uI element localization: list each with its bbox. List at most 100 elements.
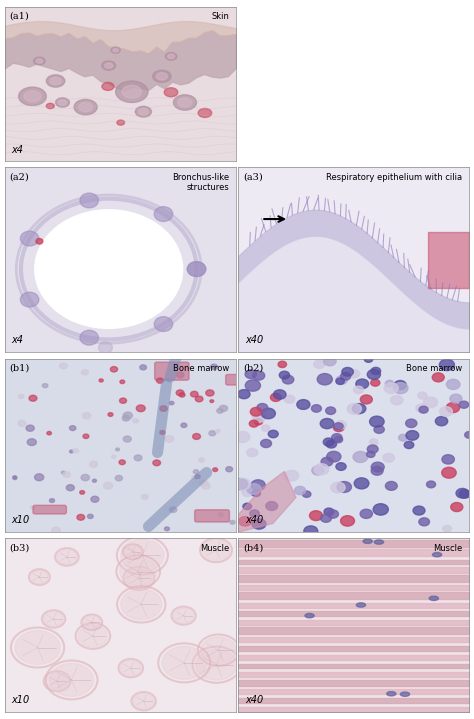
Circle shape <box>195 475 200 479</box>
Circle shape <box>324 508 334 516</box>
Circle shape <box>352 403 366 413</box>
Circle shape <box>46 75 65 87</box>
Text: (b3): (b3) <box>9 544 29 553</box>
Circle shape <box>266 502 278 510</box>
Circle shape <box>340 516 355 526</box>
Circle shape <box>156 73 167 80</box>
Circle shape <box>284 395 295 403</box>
Circle shape <box>134 455 142 461</box>
Circle shape <box>218 513 224 517</box>
Circle shape <box>18 421 26 426</box>
Circle shape <box>371 462 384 472</box>
Circle shape <box>165 436 174 442</box>
Circle shape <box>326 407 336 414</box>
Text: (a2): (a2) <box>9 173 29 182</box>
Circle shape <box>373 504 388 515</box>
Circle shape <box>133 418 138 423</box>
Circle shape <box>176 390 184 395</box>
Circle shape <box>250 510 259 517</box>
Circle shape <box>312 466 324 475</box>
Circle shape <box>235 478 250 490</box>
Circle shape <box>439 360 455 370</box>
FancyBboxPatch shape <box>33 505 66 514</box>
Text: Bone marrow: Bone marrow <box>406 364 462 373</box>
Text: x10: x10 <box>12 516 30 525</box>
Circle shape <box>140 365 146 370</box>
Circle shape <box>210 365 218 370</box>
Circle shape <box>419 518 429 526</box>
Circle shape <box>435 416 448 426</box>
FancyBboxPatch shape <box>195 510 229 522</box>
Circle shape <box>233 479 248 490</box>
Circle shape <box>192 434 201 439</box>
Circle shape <box>334 436 343 443</box>
Circle shape <box>15 631 60 664</box>
Circle shape <box>360 395 372 404</box>
Circle shape <box>320 514 331 522</box>
Circle shape <box>178 98 192 107</box>
Circle shape <box>251 480 265 490</box>
Circle shape <box>162 646 206 679</box>
Circle shape <box>120 660 141 676</box>
Circle shape <box>57 549 77 564</box>
Circle shape <box>250 408 262 416</box>
Circle shape <box>200 480 208 486</box>
Circle shape <box>371 380 380 386</box>
Circle shape <box>331 482 345 493</box>
Circle shape <box>82 413 91 419</box>
Circle shape <box>160 406 167 411</box>
Circle shape <box>195 396 203 402</box>
Text: (a1): (a1) <box>9 12 29 21</box>
Circle shape <box>217 408 223 413</box>
Circle shape <box>78 625 108 647</box>
Circle shape <box>196 649 237 680</box>
Circle shape <box>302 491 311 498</box>
Circle shape <box>70 450 73 453</box>
Circle shape <box>63 472 71 477</box>
Circle shape <box>391 395 403 405</box>
Circle shape <box>314 464 329 475</box>
Circle shape <box>187 262 206 277</box>
Circle shape <box>153 460 161 466</box>
Text: x10: x10 <box>12 695 30 705</box>
Circle shape <box>58 100 67 105</box>
Text: x4: x4 <box>12 145 24 155</box>
Circle shape <box>79 103 92 111</box>
Circle shape <box>164 527 170 531</box>
Circle shape <box>30 506 34 509</box>
FancyBboxPatch shape <box>155 362 189 380</box>
Circle shape <box>191 475 197 480</box>
Circle shape <box>416 404 427 413</box>
Circle shape <box>55 98 69 107</box>
Circle shape <box>206 390 214 396</box>
Circle shape <box>332 434 342 441</box>
Circle shape <box>60 363 67 369</box>
Circle shape <box>179 393 185 397</box>
Circle shape <box>66 485 74 491</box>
Circle shape <box>323 438 334 446</box>
Circle shape <box>447 380 460 390</box>
Circle shape <box>99 342 112 353</box>
Circle shape <box>201 482 210 489</box>
Ellipse shape <box>429 596 438 600</box>
Text: (b2): (b2) <box>243 364 263 373</box>
Circle shape <box>314 360 325 368</box>
Circle shape <box>404 441 414 449</box>
Circle shape <box>247 449 258 457</box>
Circle shape <box>44 612 64 626</box>
Circle shape <box>36 239 43 244</box>
Circle shape <box>80 490 84 494</box>
Circle shape <box>80 330 99 345</box>
Text: Bronchus-like
structures: Bronchus-like structures <box>172 173 229 192</box>
Circle shape <box>310 510 323 521</box>
Circle shape <box>384 383 398 393</box>
Circle shape <box>451 503 463 512</box>
Circle shape <box>160 431 165 434</box>
Circle shape <box>413 506 425 515</box>
Circle shape <box>283 375 294 384</box>
Circle shape <box>450 394 462 403</box>
Circle shape <box>336 376 347 385</box>
Circle shape <box>321 457 333 466</box>
Circle shape <box>80 193 99 208</box>
Circle shape <box>324 357 336 366</box>
